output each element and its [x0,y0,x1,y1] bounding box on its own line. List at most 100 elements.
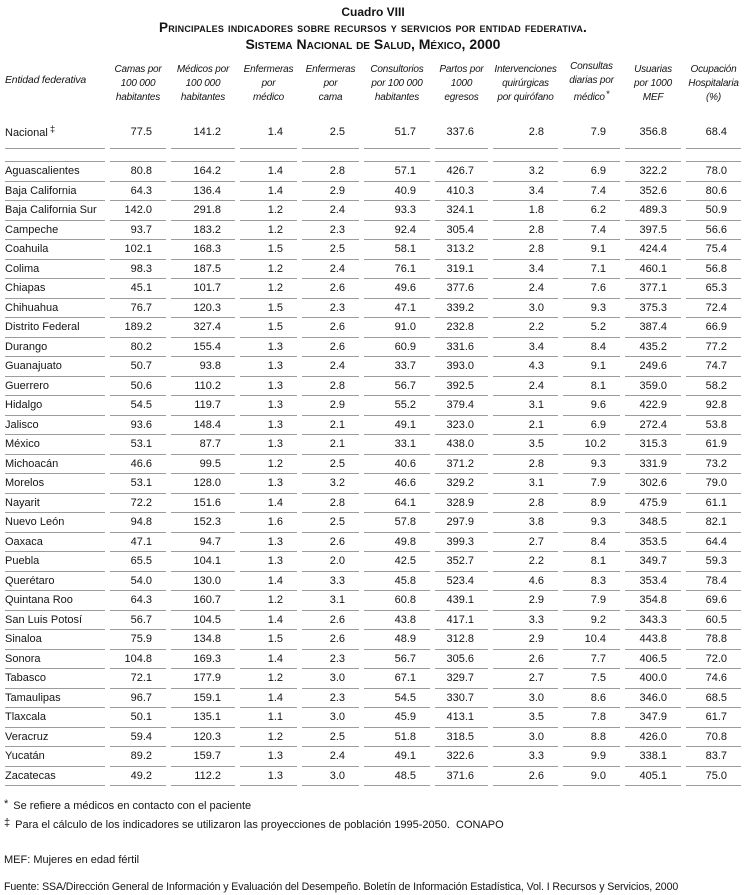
value-cell: 2.9 [493,630,558,650]
value-cell: 3.5 [493,708,558,728]
value-cell: 1.6 [240,513,297,533]
value-cell: 159.7 [171,747,235,767]
value-cell: 2.6 [302,279,359,299]
value-cell: 8.3 [563,572,620,591]
value-cell: 3.1 [493,474,558,494]
value-cell: 33.7 [364,357,430,377]
value-cell: 2.1 [493,416,558,435]
value-cell: 8.1 [563,377,620,396]
value-cell: 305.4 [435,221,488,240]
value-cell: 54.5 [364,689,430,708]
value-cell: 272.4 [625,416,681,435]
value-cell: 1.4 [240,494,297,513]
value-cell: 392.5 [435,377,488,396]
value-cell: 78.0 [686,162,741,182]
value-cell: 51.7 [364,115,430,149]
row-label: Michoacán [5,455,105,474]
value-cell: 2.8 [302,494,359,513]
value-cell: 45.9 [364,708,430,728]
value-cell: 73.2 [686,455,741,474]
value-cell: 3.2 [493,162,558,182]
value-cell: 50.6 [110,377,166,396]
value-cell: 72.4 [686,299,741,318]
value-cell: 187.5 [171,260,235,279]
value-cell: 2.6 [302,318,359,338]
state-row: Chiapas 45.1 101.7 1.2 2.6 49.6 377.6 2.4 7.6 377… [5,279,741,299]
row-label: Guanajuato [5,357,105,377]
value-cell: 443.8 [625,630,681,650]
indicators-table: Entidad federativa Camas por 100 000 habita… [0,60,746,786]
state-row: Michoacán 46.6 99.5 1.2 2.5 40.6 371.2 2.8 9.3 33… [5,455,741,474]
state-row: Veracruz 59.4 120.3 1.2 2.5 51.8 318.5 3.0 8.8 42… [5,728,741,747]
value-cell: 65.5 [110,552,166,572]
value-cell: 424.4 [625,240,681,260]
value-cell: 135.1 [171,708,235,728]
row-label: Zacatecas [5,767,105,786]
row-label: Colima [5,260,105,279]
value-cell: 102.1 [110,240,166,260]
value-cell: 3.3 [302,572,359,591]
value-cell: 1.4 [240,572,297,591]
state-row: Zacatecas 49.2 112.2 1.3 3.0 48.5 371.6 2.6 9.0 4… [5,767,741,786]
state-row: Distrito Federal 189.2 327.4 1.5 2.6 91.0 232.… [5,318,741,338]
value-cell: 119.7 [171,396,235,416]
value-cell: 2.6 [302,338,359,357]
value-cell: 68.4 [686,115,741,149]
asterisk-marker: * [4,798,9,810]
state-row: Tlaxcala 50.1 135.1 1.1 3.0 45.9 413.1 3.5 7.8 34… [5,708,741,728]
state-row: México 53.1 87.7 1.3 2.1 33.1 438.0 3.5 10.2 315.… [5,435,741,455]
value-cell: 98.3 [110,260,166,279]
value-cell: 8.6 [563,689,620,708]
value-cell: 4.6 [493,572,558,591]
row-label: Jalisco [5,416,105,435]
value-cell: 2.1 [302,416,359,435]
footnote-medicos: * Se refiere a médicos en contacto con el… [4,797,746,813]
value-cell: 7.7 [563,650,620,669]
column-header-camas: Camas por 100 000 habitantes [114,64,162,103]
value-cell: 104.5 [171,611,235,630]
value-cell: 148.4 [171,416,235,435]
value-cell: 151.6 [171,494,235,513]
value-cell: 2.1 [302,435,359,455]
value-cell: 3.5 [493,435,558,455]
value-cell: 327.4 [171,318,235,338]
row-label: Oaxaca [5,533,105,552]
row-label: Querétaro [5,572,105,591]
value-cell: 64.3 [110,591,166,611]
row-label: Quintana Roo [5,591,105,611]
value-cell: 75.4 [686,240,741,260]
table-header: Entidad federativa Camas por 100 000 habita… [5,60,741,115]
row-label: México [5,435,105,455]
value-cell: 49.8 [364,533,430,552]
value-cell: 56.6 [686,221,741,240]
value-cell: 58.1 [364,240,430,260]
footnote-text: Se refiere a médicos en contacto con el … [13,800,252,812]
title-block: Cuadro VIII Principales indicadores sobr… [0,5,746,53]
value-cell: 104.1 [171,552,235,572]
row-label: Yucatán [5,747,105,767]
value-cell: 9.1 [563,240,620,260]
header-row: Entidad federativa Camas por 100 000 habita… [5,60,741,115]
value-cell: 128.0 [171,474,235,494]
value-cell: 1.3 [240,747,297,767]
value-cell: 82.1 [686,513,741,533]
value-cell: 68.5 [686,689,741,708]
table-body: Nacional ‡ 77.5 141.2 1.4 2.5 51.7 337.6 2.8 7.9 3… [5,115,741,786]
value-cell: 50.9 [686,201,741,221]
value-cell: 66.9 [686,318,741,338]
value-cell: 8.8 [563,728,620,747]
value-cell: 7.9 [563,115,620,149]
value-cell: 74.7 [686,357,741,377]
value-cell: 352.7 [435,552,488,572]
value-cell: 120.3 [171,299,235,318]
value-cell: 2.4 [302,260,359,279]
value-cell: 75.0 [686,767,741,786]
value-cell: 152.3 [171,513,235,533]
value-cell: 439.1 [435,591,488,611]
state-row: Durango 80.2 155.4 1.3 2.6 60.9 331.6 3.4 8.4 435… [5,338,741,357]
value-cell: 9.3 [563,455,620,474]
state-row: Campeche 93.7 183.2 1.2 2.3 92.4 305.4 2.8 7.4 39… [5,221,741,240]
value-cell: 2.6 [493,767,558,786]
subtitle: Sistema Nacional de Salud, México, 2000 [245,36,501,52]
value-cell: 1.4 [240,650,297,669]
